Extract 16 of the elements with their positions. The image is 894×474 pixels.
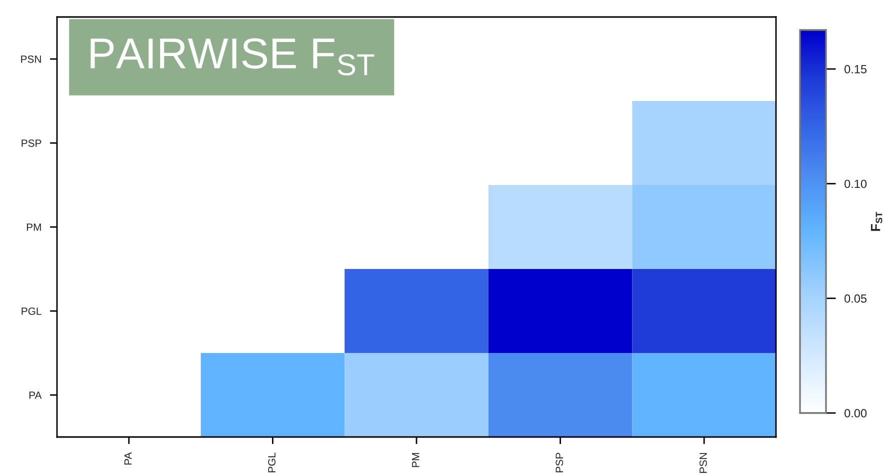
y-tick-label: PSP	[22, 140, 42, 147]
chart-title: PAIRWISE F$_{ST}$	[90, 38, 374, 76]
color-bar-title: F$_{ST}$	[871, 212, 882, 231]
color-bar-label: 0.10	[844, 180, 867, 188]
x-tick-label: PA	[124, 452, 132, 465]
y-tick-label: PM	[26, 224, 41, 231]
y-tick-label: PA	[29, 392, 42, 399]
x-tick-label: PM	[412, 453, 420, 468]
x-tick-label: PSP	[556, 452, 564, 472]
y-tick-label: PSN	[21, 56, 41, 63]
x-tick-label: PSN	[700, 453, 707, 473]
color-bar-label: 0.05	[844, 294, 867, 303]
color-bar-label: 0.15	[844, 65, 867, 74]
x-tick-label: PGL	[268, 452, 276, 472]
color-bar-label: 0.00	[844, 409, 867, 418]
y-tick-label: PGL	[22, 308, 42, 315]
